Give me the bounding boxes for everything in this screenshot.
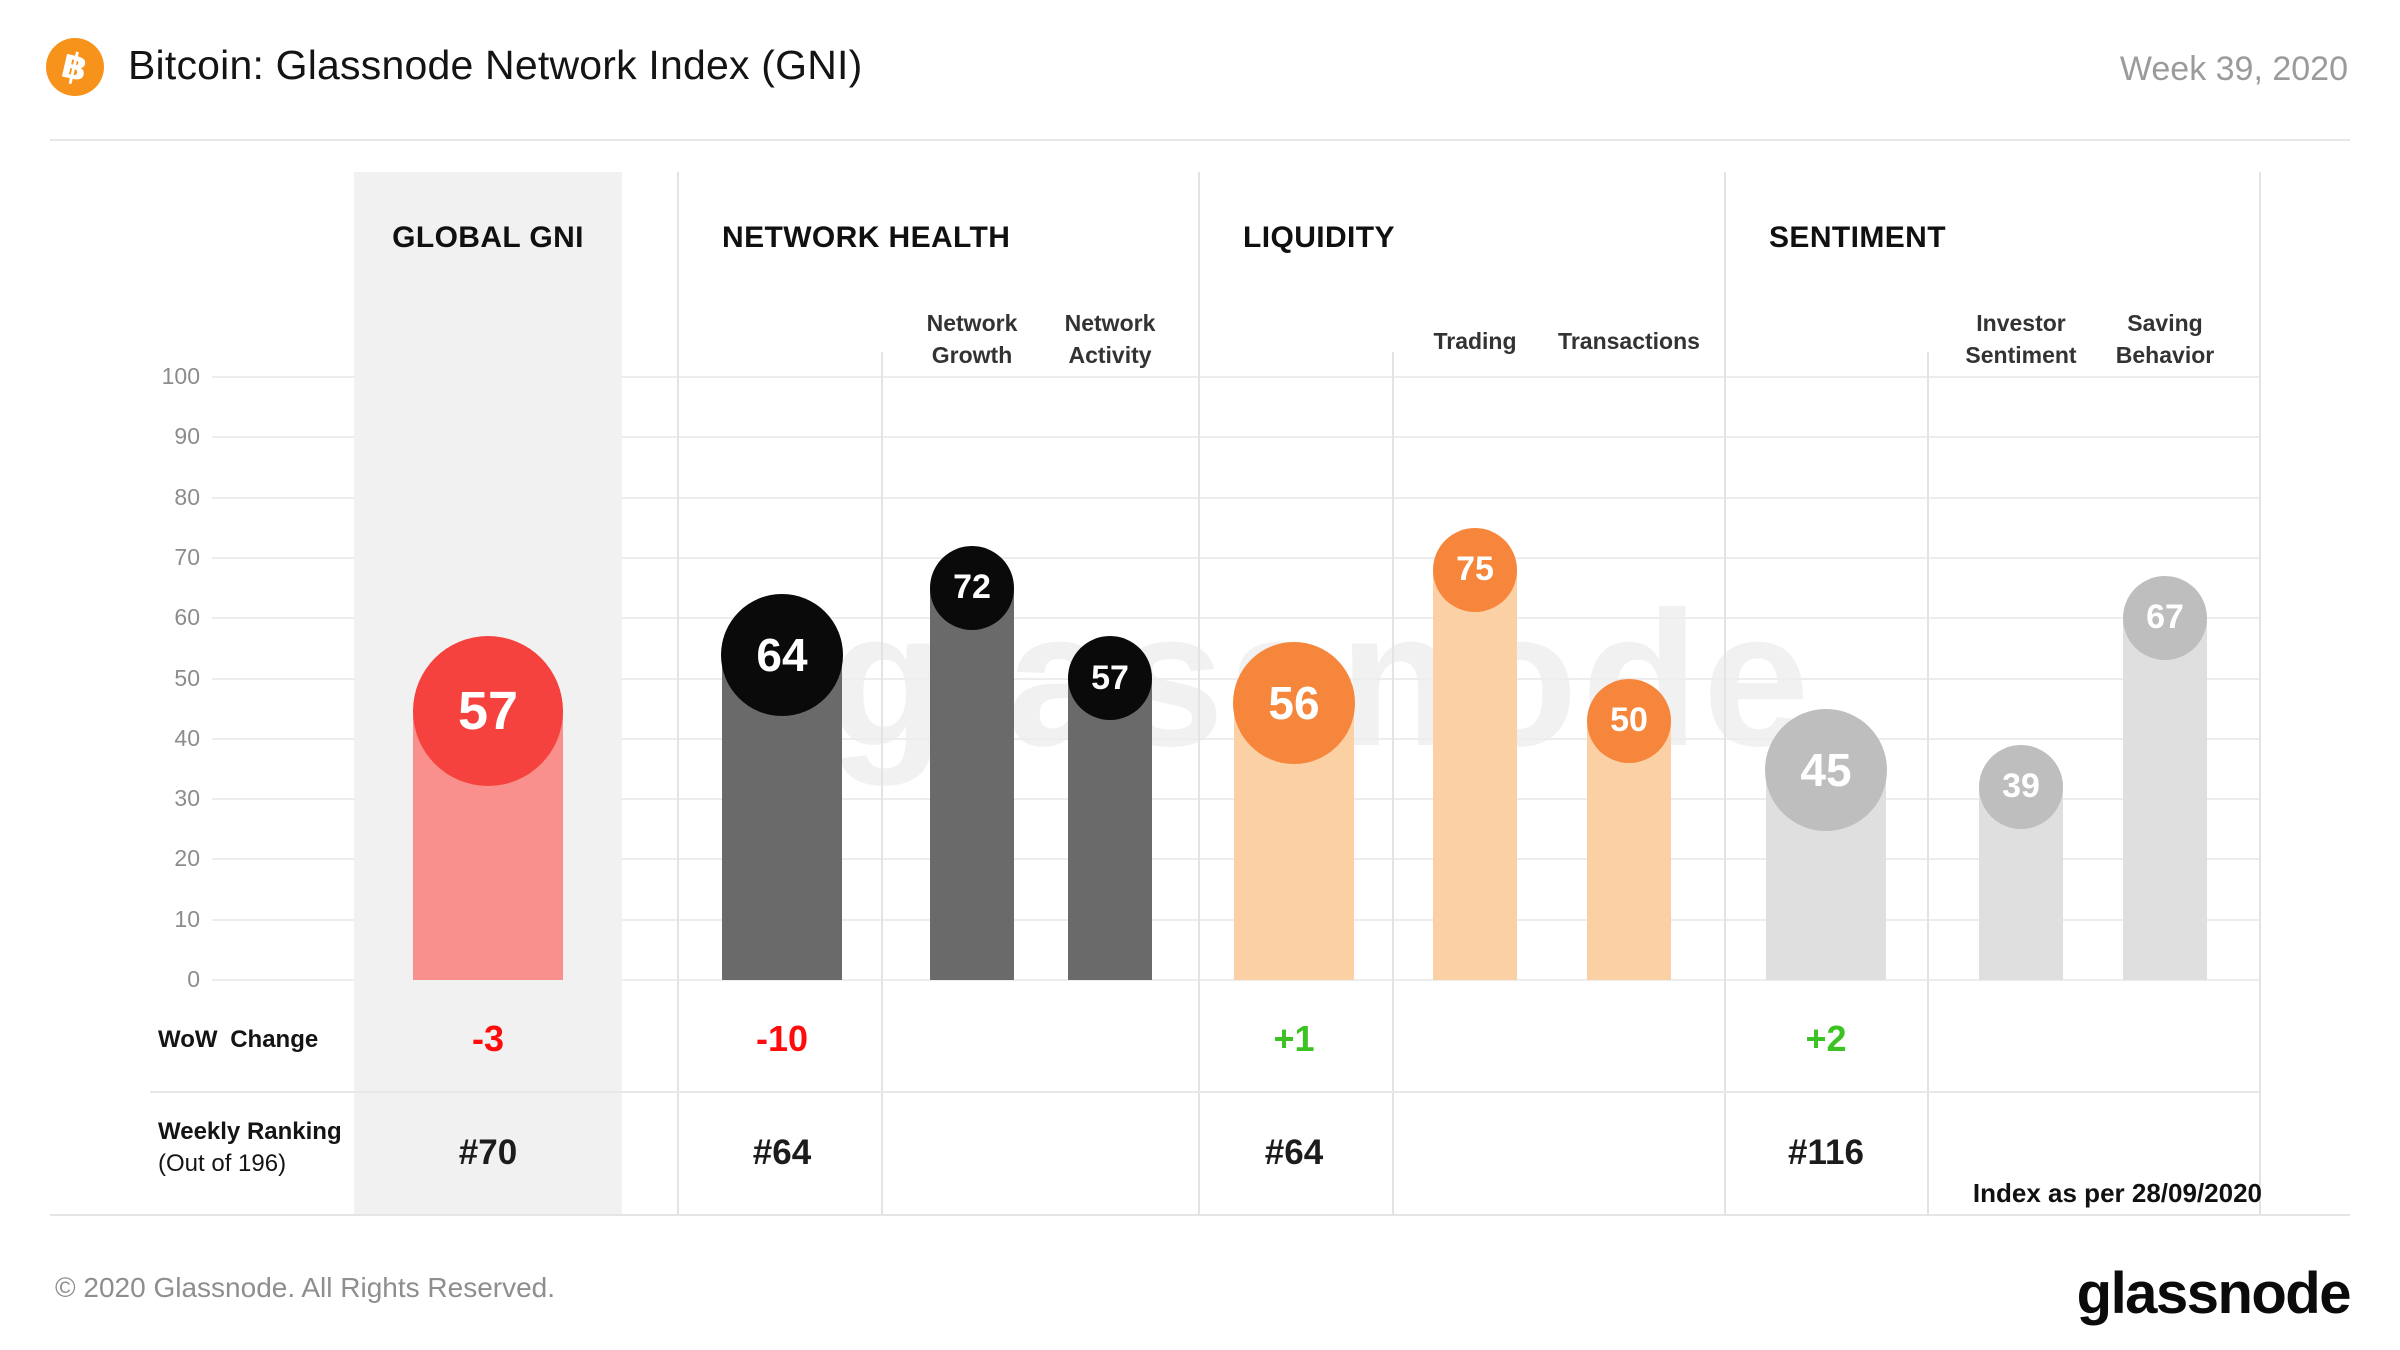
weekly-ranking-network-health: #64 (752, 1133, 812, 1172)
weekly-ranking-sentiment: #116 (1788, 1133, 1864, 1172)
bar-sentiment-saving-behavior (2123, 617, 2207, 980)
bar-liquidity-transactions (1587, 720, 1671, 980)
bar-network-health-network-growth (930, 587, 1014, 980)
gridline-80 (212, 496, 2260, 499)
value-circle-liquidity-trading: 75 (1433, 527, 1517, 612)
header-divider (50, 139, 2350, 141)
page-title: Bitcoin: Glassnode Network Index (GNI) (128, 42, 863, 88)
metric-label-network-growth: Network Growth (926, 310, 1018, 368)
value-circle-network-health-network-growth: 72 (930, 545, 1014, 630)
section-divider (677, 172, 679, 1215)
section-title-global-gni: GLOBAL GNI (392, 221, 584, 254)
value-circle-sentiment-saving-behavior: 67 (2123, 575, 2207, 660)
gridline-70 (212, 556, 2260, 559)
y-axis-tick-30: 30 (174, 785, 200, 812)
section-title-liquidity: LIQUIDITY (1243, 221, 1395, 254)
gridline-90 (212, 436, 2260, 439)
value-circle-sentiment-investor-sentiment: 39 (1979, 744, 2063, 829)
wow-change-network-health: -10 (755, 1018, 809, 1059)
section-title-network-health: NETWORK HEALTH (722, 221, 1011, 254)
chart-right-divider (2259, 172, 2261, 1215)
footer-divider (50, 1214, 2350, 1216)
weekly-ranking-global-gni: #70 (458, 1133, 518, 1172)
section-divider (1198, 172, 1200, 1215)
y-axis-tick-20: 20 (174, 845, 200, 872)
metric-label-network-activity: Network Activity (1064, 310, 1156, 368)
glassnode-logo: glassnode (2076, 1261, 2352, 1326)
section-title-sentiment: SENTIMENT (1769, 221, 1946, 254)
wow-change-global-gni: -3 (471, 1018, 504, 1059)
wow-change-liquidity: +1 (1273, 1018, 1315, 1059)
value-circle-sentiment: 45 (1765, 708, 1887, 831)
y-axis-tick-80: 80 (174, 483, 200, 510)
subsection-divider (1392, 352, 1394, 1215)
value-circle-network-health-network-activity: 57 (1068, 636, 1152, 721)
weekly-ranking-liquidity: #64 (1264, 1133, 1324, 1172)
value-circle-network-health: 64 (721, 594, 843, 717)
y-axis-tick-50: 50 (174, 664, 200, 691)
metric-label-saving-behavior: Saving Behavior (2115, 310, 2215, 368)
week-label: Week 39, 2020 (2119, 50, 2348, 88)
metric-label-trading: Trading (1433, 328, 1517, 354)
subsection-divider (1927, 352, 1929, 1215)
wow-change-sentiment: +2 (1805, 1018, 1847, 1059)
metric-label-investor-sentiment: Investor Sentiment (1965, 310, 2077, 368)
value-circle-liquidity-transactions: 50 (1587, 678, 1671, 763)
wow-change-row-label: WoW Change (158, 1026, 319, 1053)
copyright-text: © 2020 Glassnode. All Rights Reserved. (55, 1272, 556, 1303)
value-circle-liquidity: 56 (1233, 642, 1355, 765)
section-divider (1724, 172, 1726, 1215)
y-axis-tick-90: 90 (174, 423, 200, 450)
gridline-50 (212, 677, 2260, 680)
weekly-ranking-row-label: Weekly Ranking (158, 1118, 342, 1145)
y-axis-tick-70: 70 (174, 543, 200, 570)
gridline-60 (212, 617, 2260, 620)
bar-liquidity-trading (1433, 569, 1517, 980)
weekly-ranking-row-sublabel: (Out of 196) (158, 1150, 287, 1177)
gridline-100 (212, 376, 2260, 378)
rows-divider (150, 1091, 2260, 1093)
y-axis-tick-40: 40 (174, 724, 200, 751)
bitcoin-logo-icon: ฿ (46, 38, 104, 96)
index-date-note: Index as per 28/09/2020 (1972, 1178, 2262, 1208)
y-axis-tick-60: 60 (174, 604, 200, 631)
subsection-divider (881, 352, 883, 1215)
bar-network-health-network-activity (1068, 678, 1152, 980)
value-circle-global-gni: 57 (413, 636, 563, 787)
y-axis-tick-100: 100 (161, 363, 200, 389)
y-axis-tick-0: 0 (187, 966, 200, 992)
metric-label-transactions: Transactions (1558, 328, 1700, 354)
gridline-0 (212, 979, 2260, 981)
y-axis-tick-10: 10 (174, 905, 200, 932)
